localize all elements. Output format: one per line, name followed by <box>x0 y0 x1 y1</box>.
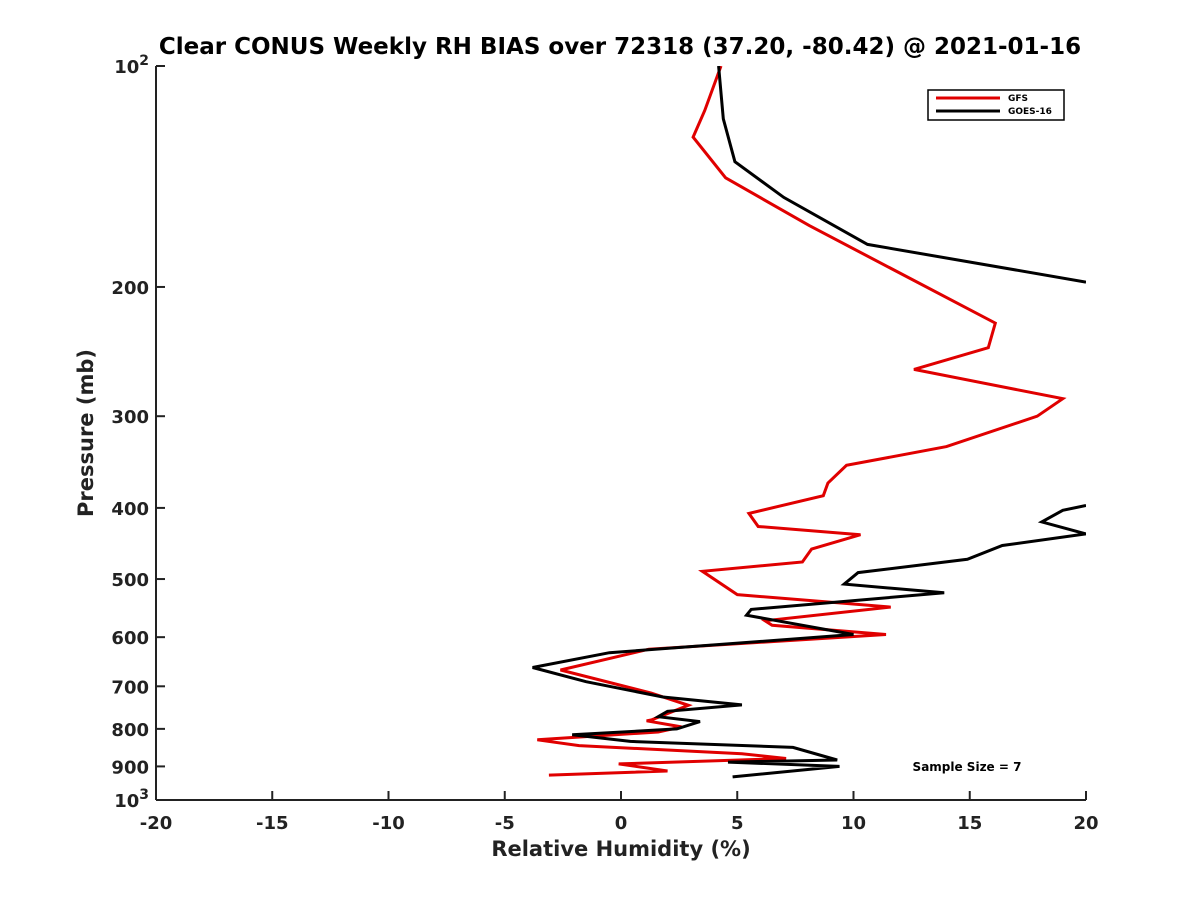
legend-box <box>927 89 1065 121</box>
series-line-goes-16-part-1 <box>717 66 1086 284</box>
sample-size-annotation: Sample Size = 7 <box>913 760 1022 774</box>
series-line-goes-16-part-2 <box>532 504 1086 779</box>
y-tick-label: 200 <box>111 278 149 299</box>
y-tick-label: 800 <box>111 720 149 741</box>
x-tick-label: 10 <box>841 813 866 834</box>
y-tick-label: 900 <box>111 757 149 778</box>
x-tick-label: 0 <box>615 813 628 834</box>
y-tick-label: 600 <box>111 628 149 649</box>
y-axis-label: Pressure (mb) <box>74 349 98 517</box>
series-line-gfs <box>537 66 1067 777</box>
x-tick-label: -15 <box>256 813 289 834</box>
y-tick-label: 102 <box>114 53 149 78</box>
x-axis-label: Relative Humidity (%) <box>491 837 750 861</box>
y-tick-label: 103 <box>114 787 149 812</box>
y-tick-label: 400 <box>111 499 149 520</box>
x-tick-label: 15 <box>957 813 982 834</box>
legend-label: GFS <box>1008 94 1028 104</box>
legend-label: GOES-16 <box>1008 107 1052 117</box>
y-tick-label: 700 <box>111 677 149 698</box>
x-tick-label: -5 <box>495 813 515 834</box>
plot-area <box>532 66 1086 779</box>
y-tick-label: 500 <box>111 570 149 591</box>
x-tick-label: 5 <box>731 813 744 834</box>
x-tick-label: -20 <box>140 813 173 834</box>
y-tick-label: 300 <box>111 407 149 428</box>
axes: -20 -15 -10 -5 0 5 10 15 20 102 200 300 400 500 600 700… <box>111 53 1098 834</box>
x-tick-label: -10 <box>372 813 405 834</box>
chart-title: Clear CONUS Weekly RH BIAS over 72318 (3… <box>159 34 1081 60</box>
x-tick-label: 20 <box>1073 813 1098 834</box>
legend: GFS GOES-16 <box>927 89 1065 121</box>
